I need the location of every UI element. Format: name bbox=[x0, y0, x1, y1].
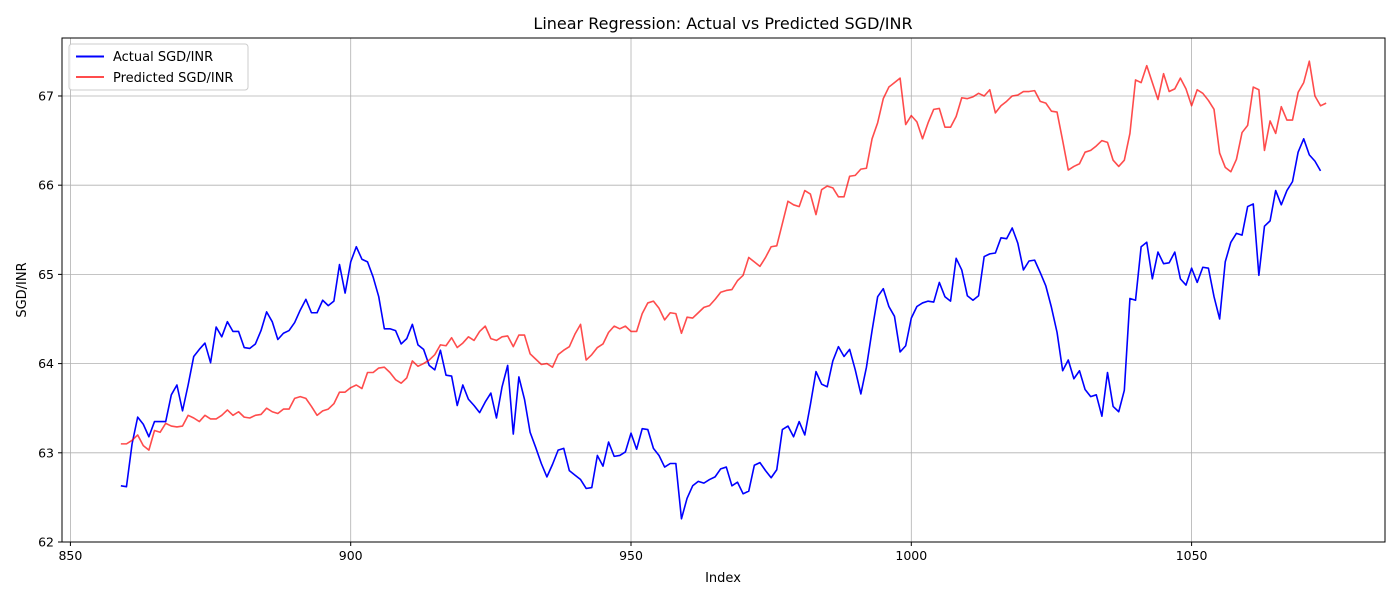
y-tick-label: 62 bbox=[38, 535, 54, 550]
y-tick-label: 64 bbox=[38, 356, 54, 371]
y-tick-label: 63 bbox=[38, 445, 54, 460]
chart-title: Linear Regression: Actual vs Predicted S… bbox=[533, 14, 912, 33]
legend: Actual SGD/INR Predicted SGD/INR bbox=[68, 43, 249, 91]
x-tick-label: 950 bbox=[619, 548, 643, 563]
grid-lines bbox=[62, 38, 1385, 543]
x-tick-label: 900 bbox=[339, 548, 363, 563]
x-axis-label: Index bbox=[705, 571, 741, 586]
predicted-series-line bbox=[120, 60, 1327, 451]
x-tick-label: 1000 bbox=[895, 548, 927, 563]
x-tick-label: 850 bbox=[58, 548, 82, 563]
y-axis-label: SGD/INR bbox=[15, 262, 30, 317]
plot-frame bbox=[61, 37, 1386, 543]
actual-series-line bbox=[120, 138, 1322, 520]
y-tick-label: 67 bbox=[38, 88, 54, 103]
x-tick-label: 1050 bbox=[1176, 548, 1208, 563]
legend-box bbox=[68, 43, 249, 91]
legend-label-predicted: Predicted SGD/INR bbox=[113, 71, 233, 86]
legend-label-actual: Actual SGD/INR bbox=[113, 50, 213, 65]
series-lines bbox=[120, 60, 1327, 520]
axis-ticks: 850 900 950 1000 1050 62 63 64 65 66 67 bbox=[38, 88, 1207, 563]
y-tick-label: 66 bbox=[38, 178, 54, 193]
y-tick-label: 65 bbox=[38, 267, 54, 282]
